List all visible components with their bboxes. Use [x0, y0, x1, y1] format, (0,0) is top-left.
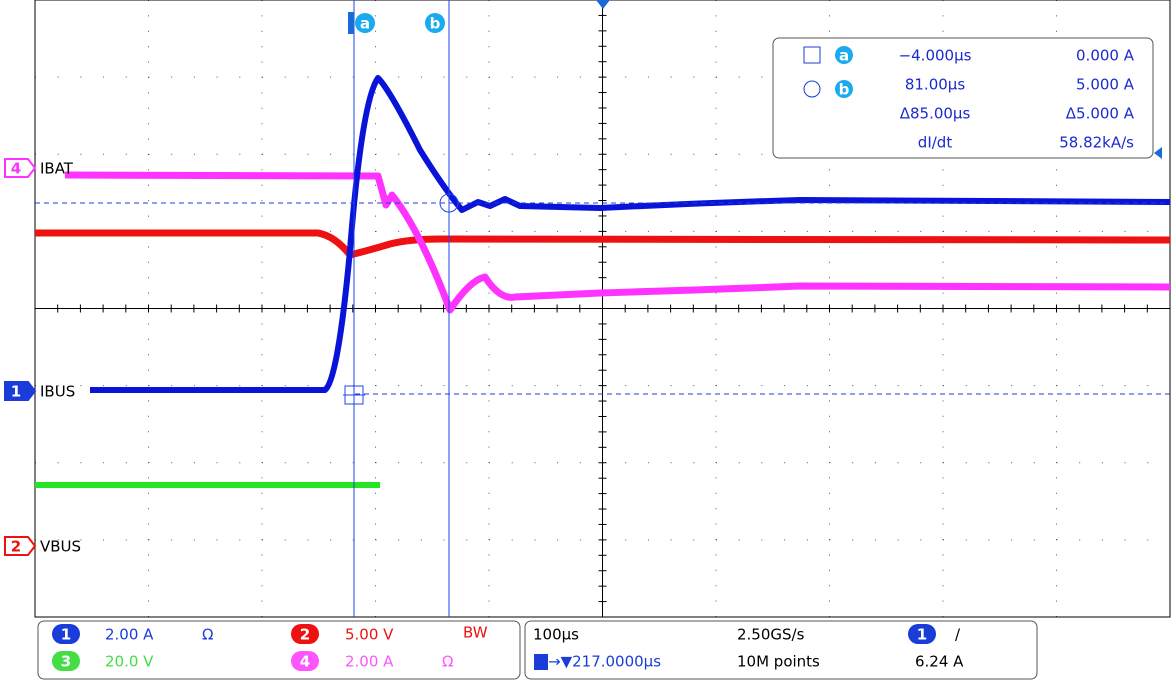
ch4-waveform [64, 171, 1171, 314]
graticule [34, 0, 1170, 618]
readout-a-tag: a [839, 47, 849, 65]
trigger-slope: / [955, 626, 961, 644]
sample-rate: 2.50GS/s [737, 626, 805, 644]
channel-badge-number: 1 [917, 626, 927, 644]
channel-badge-number: 4 [300, 653, 310, 671]
channel-badge-number: 1 [61, 626, 71, 644]
cursor-readout [772, 37, 1154, 159]
channel-badge [52, 651, 80, 671]
ch3-waveform [380, 455, 1170, 567]
trigger-marker [596, 0, 610, 9]
readout-b-tag: b [839, 81, 850, 99]
cursor-a-tag [355, 13, 375, 33]
timebase: 100µs [533, 626, 579, 644]
channel-tag [4, 381, 37, 401]
cursor-b-label: b [430, 15, 441, 33]
readout-value: Δ5.000 A [1066, 105, 1135, 123]
channel-badge [908, 624, 936, 644]
ch2-flag: BW [463, 624, 488, 642]
channel-badge-number: 2 [300, 626, 310, 644]
cursor-b-marker [439, 193, 459, 213]
channel-badge [52, 624, 80, 644]
readout-value: 0.000 A [1076, 47, 1135, 65]
readout-value: 5.000 A [1076, 76, 1135, 94]
ch4-unit: Ω [442, 653, 453, 671]
readout-value: −4.000µs [899, 47, 972, 65]
readout-value: dI/dt [918, 134, 953, 152]
channel-tag [4, 158, 37, 178]
channel-label: IBAT [40, 160, 74, 178]
ch2-scale: 5.00 V [345, 626, 394, 644]
ch4-scale: 2.00 A [345, 653, 394, 671]
ch1-waveform [90, 75, 1171, 393]
channel-tag [4, 536, 37, 556]
channel-label: IBUS [40, 383, 75, 401]
readout-value: 58.82kA/s [1059, 134, 1134, 152]
trigger-icon [534, 654, 548, 670]
ch3-scale: 20.0 V [105, 653, 154, 671]
channel-label: VBUS [40, 538, 81, 556]
trigger-level: 6.24 A [915, 653, 964, 671]
channel-number: 1 [11, 383, 21, 401]
channel-number: 4 [11, 160, 21, 178]
ch1-unit: Ω [202, 626, 213, 644]
graticule-frame [34, 0, 1171, 618]
record-length: 10M points [737, 653, 820, 671]
trigger-level-marker [1154, 147, 1162, 159]
cursor-a-label: a [360, 15, 370, 33]
channel-badge-number: 3 [61, 653, 71, 671]
channel-status [37, 620, 521, 680]
channel-badge [291, 624, 319, 644]
channel-badge [291, 651, 319, 671]
ch1-scale: 2.00 A [105, 626, 154, 644]
trigger-position: →▼217.0000µs [548, 653, 661, 671]
cursor-b-tag [425, 13, 445, 33]
readout-value: 81.00µs [905, 76, 965, 94]
channel-number: 2 [11, 538, 21, 556]
readout-value: Δ85.00µs [900, 105, 971, 123]
